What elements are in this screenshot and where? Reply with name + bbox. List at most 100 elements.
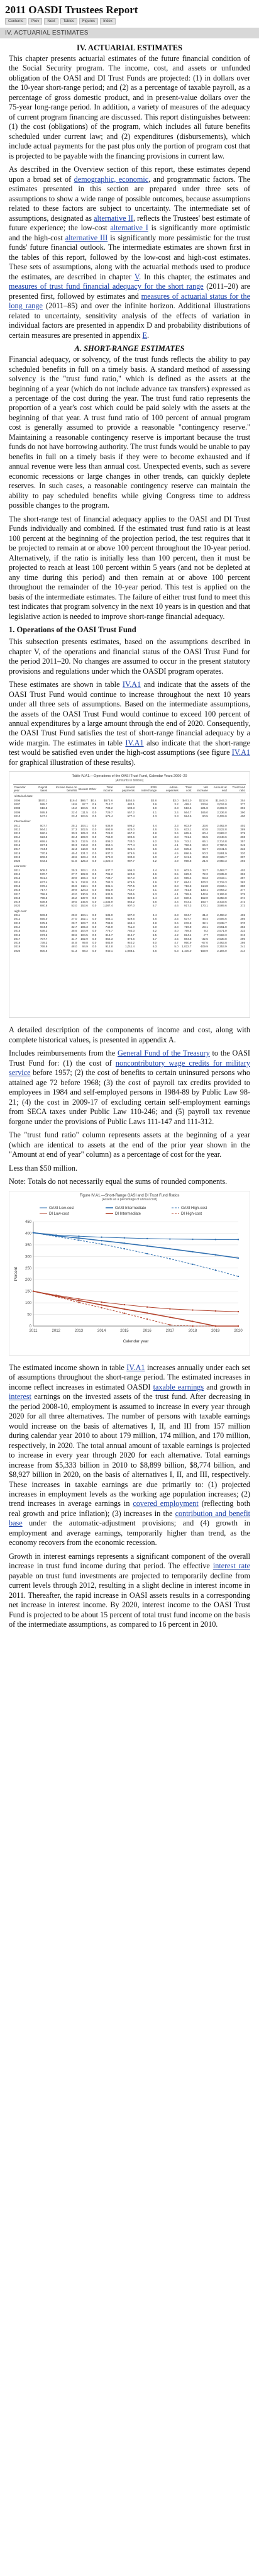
nav-prev-link[interactable]: Prev [28,18,43,25]
short-range-measures-link[interactable]: measures of trust fund financial adequac… [9,282,204,291]
nav-contents-link[interactable]: Contents [5,18,27,25]
nav-figures-link[interactable]: Figures [79,18,99,25]
table-cell: 46.2 [71,896,77,900]
table-note: Note: Totals do not necessarily equal th… [9,1177,228,1186]
table-cell: 380 [240,884,245,888]
table-cell: 3.3 [174,868,179,872]
table-cell: 3.6 [174,832,179,835]
table-cell: 636.9 [105,823,113,827]
general-fund-link[interactable]: General Fund of the Treasury [118,1049,210,1058]
data-point [192,1309,194,1311]
table-row: 2016 717.7 39.9 124.3 0.0 881.9 742.7 5.1 3.9 751… [13,888,246,892]
table-cell: 707.7 [40,937,48,940]
military-service-wage-credits-link[interactable]: noncontributory wage credits for militar… [9,1058,250,1078]
table-iva1-link-3[interactable]: IV.A1 [126,1363,145,1372]
table-cell: 4.6 [152,917,157,921]
table-row: 2018 770.6 45.4 121.2 0.0 937.2 876.6 5.8 4.5 886… [13,852,246,856]
table-cell: 102.8 [80,873,88,876]
interest-link[interactable]: interest [9,1392,31,1402]
table-cell: 0.0 [92,892,97,896]
table-cell: 675.5 [127,880,135,884]
table-cell: 2,714.8 [217,839,227,843]
intro-paragraph-1: This chapter presents actuarial estimate… [9,54,250,160]
table-cell: $3.8 [151,798,157,802]
intro-paragraph-2: As described in the Overview section of … [9,165,251,340]
table-cell: 392 [240,806,245,810]
table-cell: 2019 [14,900,21,904]
table-cell: 798.5 [40,896,48,900]
table-cell: 3.7 [174,880,179,884]
table-cell: 6.0 [152,941,157,945]
table-cell: 390 [240,810,245,814]
table-cell: 786.9 [184,843,192,847]
table-cell: 3.4 [174,810,179,814]
chapter-heading: IV. ACTUARIAL ESTIMATES [77,43,182,52]
demographic-economic-link[interactable]: demographic, economic [74,174,149,184]
table-cell: 48.6 [71,855,77,859]
covered-employment-link[interactable]: covered employment [133,1499,199,1508]
table-cell: 0.0 [92,896,97,900]
data-point [192,1320,194,1322]
nav-next-link[interactable]: Next [44,18,58,25]
table-cell: 4.7 [174,855,179,859]
table-cell: 2,583.2 [217,832,227,835]
table-cell: 34.1 [71,880,77,884]
alternative-iii-link[interactable]: alternative III [65,233,108,242]
long-range-measures-link[interactable]: measures of actuarial status for the lon… [9,291,250,311]
table-cell: 2,891.9 [217,851,227,855]
table-cell: 94.9 [82,945,88,949]
table-cell: 0.0 [92,937,97,940]
table-cell: 751.8 [184,888,192,892]
appendix-e-link[interactable]: E [142,330,147,340]
table-row: 2012 564.1 27.3 102.5 0.0 693.9 625.0 4.6 3.5 633… [13,828,246,832]
interest-rate-link[interactable]: interest rate [212,1561,250,1571]
data-point [78,1235,80,1237]
figure-iva1-link[interactable]: IV.A1 [231,748,250,757]
table-cell: 4.8 [152,832,157,835]
contribution-benefit-base-link[interactable]: contribution and benefit base [9,1508,250,1528]
table-cell: 863.2 [127,900,135,904]
table-row: 2017 758.6 43.0 130.9 0.0 932.5 780.5 5.3 4.1 789… [13,893,246,896]
table-cell: 784.3 [105,880,113,884]
footnote-b: The "trust fund ratio" column represents… [9,1130,250,1159]
nav-tables-link[interactable]: Tables [60,18,78,25]
data-point [214,1269,216,1271]
chapter-v-link[interactable]: V [134,272,140,281]
nav-index-link[interactable]: Index [100,18,116,25]
table-cell: 2014 [14,835,21,839]
table-cell: 124.3 [80,888,88,892]
table-cell: 629.6 [127,917,135,921]
table-cell: 0.0 [92,827,97,831]
table-cell: 142.6 [201,892,208,896]
alternative-i-link[interactable]: alternative I [110,223,148,233]
table-cell: 883.9 [105,941,113,945]
table-cell: 575.5 [40,921,48,925]
table-cell: 39.9 [71,888,77,892]
table-cell: 0.0 [92,823,97,827]
table-cell: 5.7 [152,904,157,908]
table-row: 2006 $570.1 $16.4 $86.7 $0.4 $673.6 $454.5 $3.8… [13,799,246,803]
table-cell: 595.3 [127,868,135,872]
table-iva1-link[interactable]: IV.A1 [122,680,141,689]
table-cell: 4.9 [152,880,157,884]
table-cell: 657.2 [127,832,135,835]
x-axis-label: Calendar year [123,1339,150,1344]
table-cell: 880.8 [40,904,48,908]
alternative-ii-link[interactable]: alternative II [94,213,133,223]
table-cell: 780.5 [127,892,135,896]
table-cell: 2018 [14,896,21,900]
figure-title: Figure IV.A1.—Short-Range OASI and DI Tr… [79,1193,180,1198]
table-cell: 584.9 [184,814,192,818]
table-cell: 241 [240,945,245,949]
table-cell: 2018 [14,941,21,945]
table-cell: 577.4 [127,814,135,818]
table-cell: 555.0 [40,917,48,921]
data-point [78,1239,80,1241]
table-cell: 4.3 [174,847,179,851]
taxable-earnings-link[interactable]: taxable earnings [153,1382,204,1391]
table-iva1-link-2[interactable]: IV.A1 [125,738,144,747]
table-cell: $570.1 [38,798,48,802]
table-cell: 170.1 [201,904,208,908]
table-cell: 379 [240,832,245,835]
table-cell: 2,530.8 [217,937,227,940]
